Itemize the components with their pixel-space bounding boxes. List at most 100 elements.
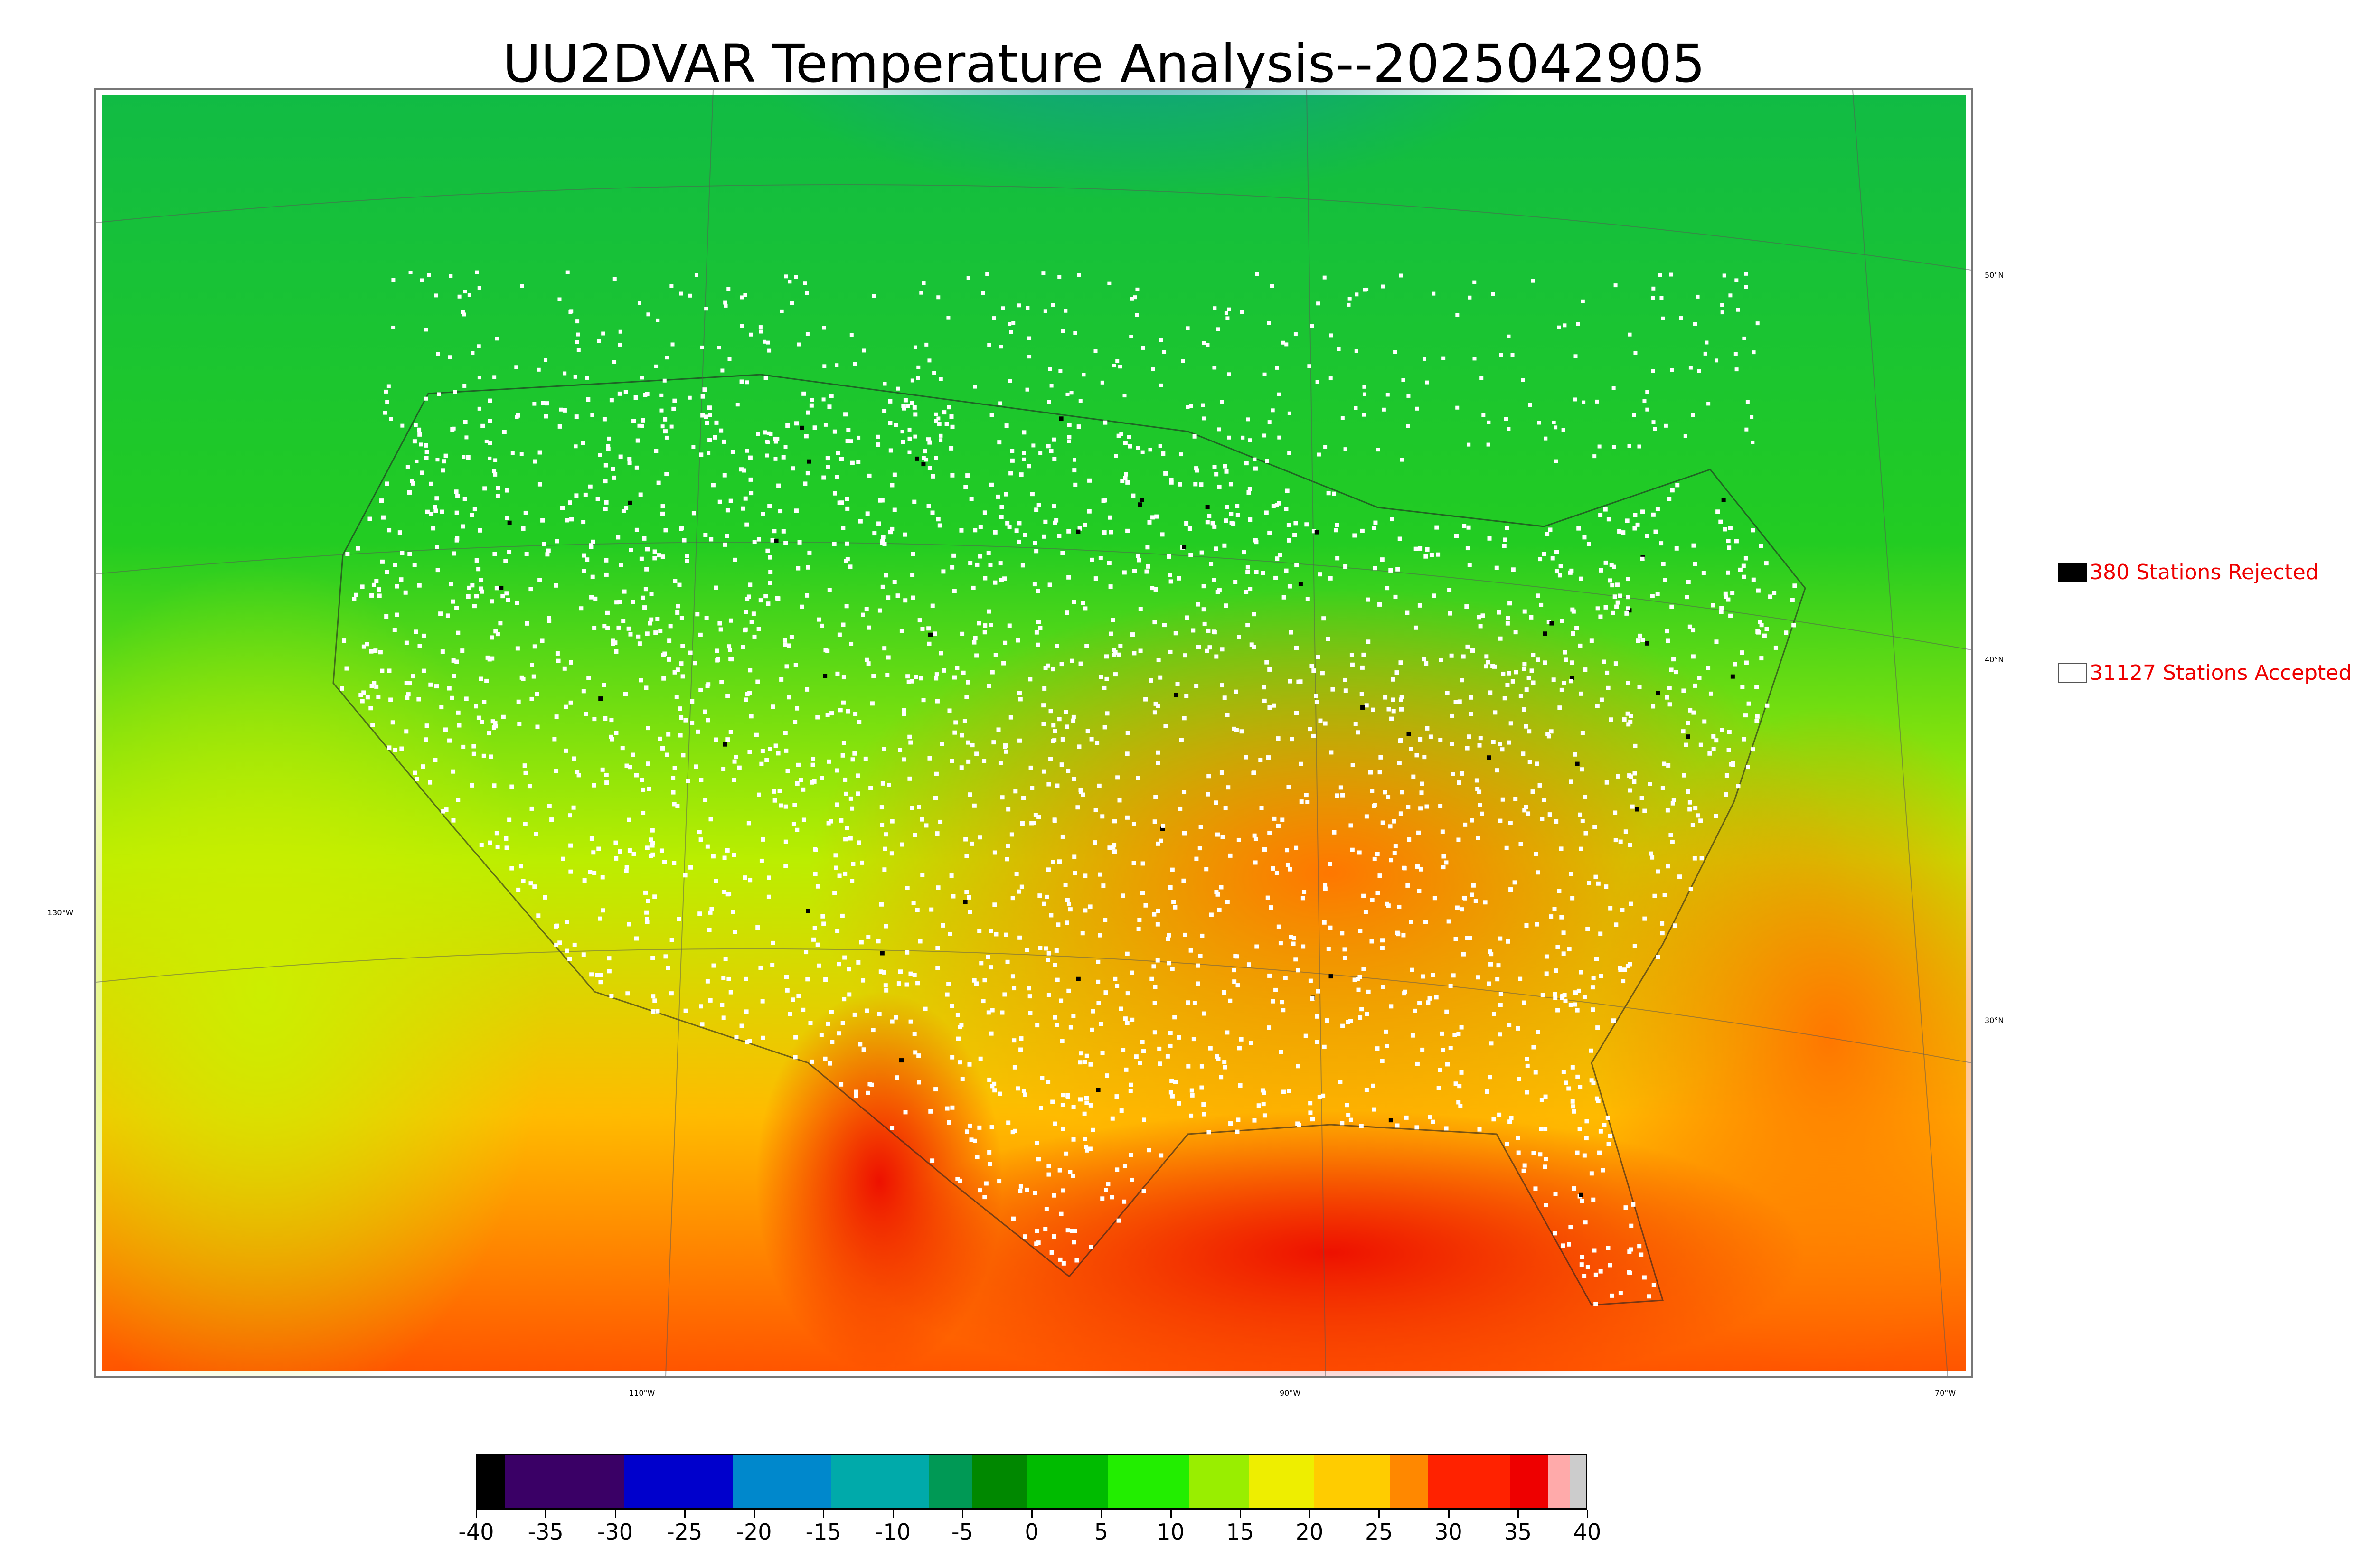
station-marker bbox=[1343, 677, 1348, 682]
station-marker bbox=[870, 701, 875, 706]
station-marker bbox=[1665, 808, 1670, 813]
station-marker bbox=[869, 1082, 874, 1087]
station-marker bbox=[724, 303, 728, 308]
station-marker bbox=[1175, 682, 1180, 686]
station-marker bbox=[1281, 1089, 1286, 1094]
station-marker bbox=[373, 648, 378, 653]
station-marker bbox=[747, 691, 752, 695]
station-marker bbox=[827, 404, 832, 409]
station-marker bbox=[637, 301, 641, 305]
station-marker bbox=[958, 1060, 962, 1065]
station-marker bbox=[1138, 502, 1142, 507]
station-marker bbox=[1078, 1060, 1083, 1065]
station-marker bbox=[1651, 369, 1655, 373]
station-marker bbox=[1099, 675, 1103, 679]
station-marker bbox=[1302, 890, 1307, 894]
station-marker bbox=[1486, 442, 1490, 447]
station-marker bbox=[523, 510, 528, 515]
station-marker bbox=[935, 831, 940, 836]
station-marker bbox=[1726, 597, 1731, 602]
station-marker bbox=[1637, 444, 1641, 449]
station-marker bbox=[1276, 736, 1281, 741]
station-marker bbox=[1065, 1228, 1070, 1233]
station-marker bbox=[467, 585, 472, 590]
station-marker bbox=[922, 281, 926, 285]
station-marker bbox=[412, 439, 417, 444]
station-marker bbox=[1627, 444, 1631, 448]
station-marker bbox=[920, 627, 925, 631]
station-marker bbox=[1016, 638, 1020, 643]
station-marker bbox=[1544, 971, 1549, 976]
station-marker bbox=[894, 423, 898, 427]
station-marker bbox=[454, 659, 459, 664]
station-marker bbox=[1626, 681, 1630, 685]
station-marker bbox=[1683, 434, 1687, 438]
station-marker bbox=[1563, 998, 1568, 1003]
station-marker bbox=[767, 348, 772, 353]
station-marker bbox=[1003, 640, 1008, 645]
station-marker bbox=[1400, 790, 1404, 795]
station-marker bbox=[1046, 993, 1051, 997]
station-marker bbox=[783, 731, 788, 735]
station-marker bbox=[792, 803, 797, 807]
station-marker bbox=[858, 519, 863, 524]
station-marker bbox=[1252, 612, 1256, 617]
station-marker bbox=[679, 616, 684, 620]
station-marker bbox=[1635, 522, 1640, 527]
station-marker bbox=[585, 376, 589, 380]
station-marker bbox=[1129, 1082, 1133, 1087]
station-marker bbox=[1662, 893, 1667, 898]
station-marker bbox=[495, 845, 500, 849]
station-marker bbox=[1204, 867, 1209, 872]
station-marker bbox=[1255, 272, 1259, 276]
station-marker bbox=[1516, 1135, 1520, 1140]
legend-accepted: 31127 Stations Accepted bbox=[2058, 661, 2352, 685]
station-marker bbox=[1561, 1243, 1565, 1248]
station-marker bbox=[773, 457, 778, 461]
station-marker bbox=[1744, 427, 1749, 432]
station-marker bbox=[892, 472, 897, 477]
station-marker bbox=[680, 674, 685, 679]
station-marker bbox=[1152, 1030, 1157, 1035]
station-marker bbox=[1102, 725, 1107, 730]
station-marker bbox=[806, 410, 810, 415]
station-marker bbox=[1492, 664, 1497, 669]
station-marker bbox=[672, 766, 677, 770]
station-marker bbox=[1562, 993, 1567, 997]
station-marker bbox=[725, 848, 730, 853]
station-marker bbox=[1317, 1095, 1322, 1099]
station-marker bbox=[1398, 697, 1403, 702]
station-marker bbox=[1045, 894, 1049, 899]
station-marker bbox=[621, 619, 626, 623]
station-marker bbox=[1531, 279, 1535, 283]
station-marker bbox=[542, 542, 546, 546]
station-marker bbox=[466, 594, 471, 599]
station-marker bbox=[1156, 750, 1160, 755]
station-marker bbox=[1491, 1012, 1496, 1016]
station-marker bbox=[795, 781, 800, 786]
station-marker bbox=[1568, 570, 1573, 575]
station-marker bbox=[1112, 648, 1116, 652]
station-marker bbox=[1167, 933, 1171, 938]
station-marker bbox=[1498, 992, 1503, 996]
station-marker bbox=[733, 930, 737, 934]
station-marker bbox=[544, 358, 548, 362]
station-marker bbox=[747, 750, 752, 754]
station-marker bbox=[603, 463, 608, 468]
station-marker bbox=[1162, 350, 1167, 354]
station-marker bbox=[810, 397, 814, 402]
station-marker bbox=[1199, 482, 1204, 487]
station-marker bbox=[1583, 1220, 1588, 1225]
station-marker bbox=[735, 403, 740, 407]
station-marker bbox=[568, 660, 573, 665]
station-marker bbox=[730, 450, 735, 454]
station-marker bbox=[1192, 434, 1197, 439]
station-marker bbox=[1348, 1117, 1353, 1122]
station-marker bbox=[998, 401, 1002, 405]
station-marker bbox=[1219, 885, 1224, 890]
station-marker bbox=[1693, 322, 1697, 326]
station-marker bbox=[889, 851, 894, 856]
station-marker bbox=[784, 975, 789, 979]
station-marker bbox=[886, 595, 891, 600]
station-marker bbox=[590, 413, 594, 417]
